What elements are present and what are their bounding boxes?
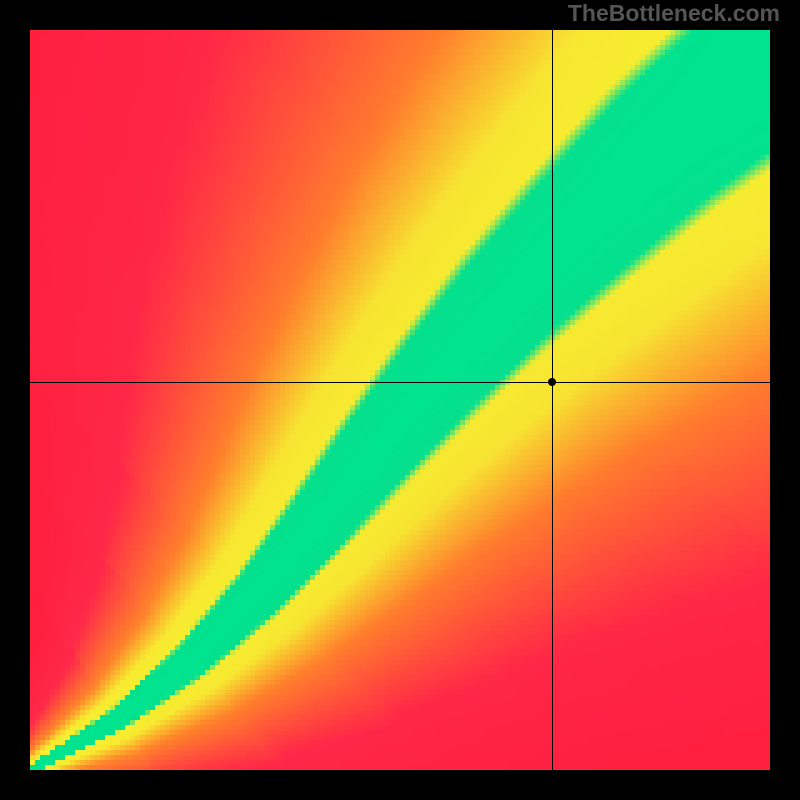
plot-area	[30, 30, 770, 770]
crosshair-horizontal	[30, 382, 770, 383]
chart-frame: TheBottleneck.com	[0, 0, 800, 800]
crosshair-point	[548, 378, 556, 386]
heatmap-canvas	[30, 30, 770, 770]
crosshair-vertical	[552, 30, 553, 770]
watermark-text: TheBottleneck.com	[568, 0, 780, 27]
